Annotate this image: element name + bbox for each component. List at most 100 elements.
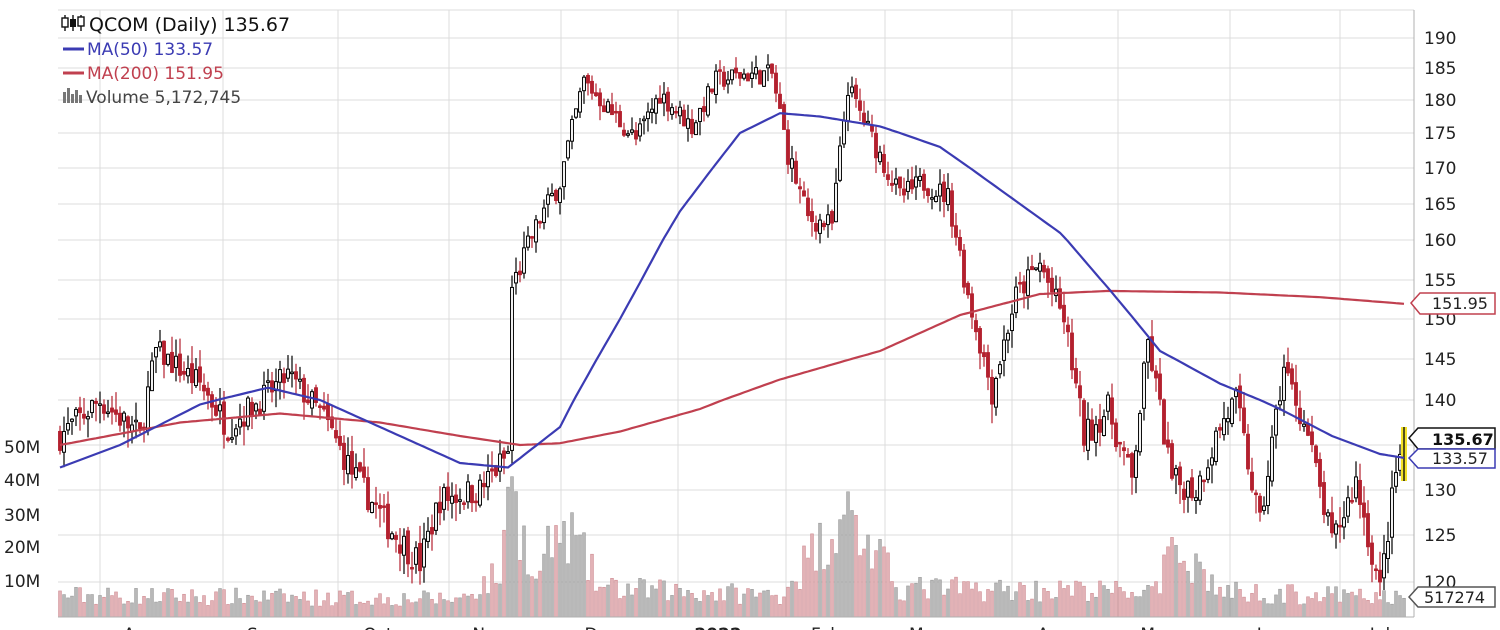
candle-body (834, 182, 838, 223)
volume-bar (1006, 585, 1010, 618)
volume-bar (518, 560, 522, 618)
candle-body (602, 105, 606, 113)
candlestick-icon (61, 15, 85, 31)
candle-body (154, 346, 158, 358)
candle-body (350, 451, 354, 475)
volume-bar (1010, 600, 1014, 618)
volume-bar (794, 581, 798, 618)
candle-body (1086, 418, 1090, 451)
volume-bar (1030, 598, 1034, 618)
candle-body (218, 404, 222, 412)
volume-bar (270, 593, 274, 618)
legend-ma50-label: MA(50) 133.57 (87, 40, 213, 60)
volume-bar (1298, 604, 1302, 618)
candle-body (1174, 468, 1178, 476)
candle-body (386, 503, 390, 540)
candle-body (66, 422, 70, 431)
candle-body (1114, 422, 1118, 448)
candle-body (146, 386, 150, 432)
volume-bar (330, 605, 334, 618)
candle-body (618, 111, 622, 128)
volume-bar (1070, 595, 1074, 618)
volume-bar (234, 587, 238, 618)
volume-bar (554, 525, 558, 618)
volume-bar (134, 588, 138, 618)
volume-tag-label: 517274 (1424, 588, 1485, 607)
candle-body (938, 183, 942, 197)
volume-bars (58, 476, 1406, 618)
price-tick-label: 155 (1424, 271, 1456, 291)
volume-bar (1142, 589, 1146, 618)
candle-body (1026, 269, 1030, 296)
candle-body (194, 369, 198, 387)
volume-bar (778, 604, 782, 618)
volume-bar (170, 589, 174, 618)
date-tick-label: Sep (247, 625, 279, 630)
volume-bar (1158, 593, 1162, 618)
ma50-tag-label: 133.57 (1432, 449, 1488, 468)
candle-body (750, 72, 754, 79)
price-tick-label: 130 (1424, 481, 1456, 501)
volume-bar (278, 588, 282, 618)
candle-body (126, 416, 130, 429)
candle-body (466, 481, 470, 503)
candle-body (62, 430, 66, 453)
volume-bar (822, 569, 826, 618)
volume-bar (1342, 589, 1346, 618)
volume-bar (1058, 580, 1062, 618)
volume-bar (1130, 592, 1134, 618)
candle-body (1390, 487, 1394, 538)
volume-bar (1118, 587, 1122, 618)
candle-body (690, 118, 694, 135)
candle-body (958, 237, 962, 251)
candle-body (694, 122, 698, 136)
candle-body (838, 145, 842, 181)
volume-bar (142, 596, 146, 618)
volume-bar (998, 579, 1002, 618)
volume-bar (198, 602, 202, 618)
volume-bar (906, 585, 910, 618)
volume-bar (814, 570, 818, 618)
volume-bar (1390, 603, 1394, 618)
volume-bar (66, 597, 70, 618)
price-tick-label: 150 (1424, 310, 1456, 330)
candle-body (234, 428, 238, 437)
volume-bar (1326, 586, 1330, 618)
price-tick-label: 170 (1424, 159, 1456, 179)
volume-bar (750, 589, 754, 618)
volume-bar (878, 539, 882, 618)
candle-body (1158, 373, 1162, 400)
candle-body (626, 133, 630, 136)
price-tick-label: 140 (1424, 391, 1456, 411)
candle-body (1154, 370, 1158, 379)
volume-bar (1198, 561, 1202, 618)
volume-bar (482, 576, 486, 618)
candle-body (58, 430, 62, 451)
candle-body (414, 547, 418, 565)
candle-body (290, 371, 294, 375)
candle-body (558, 188, 562, 203)
candle-body (966, 282, 970, 296)
volume-bar (378, 593, 382, 618)
volume-bar (182, 593, 186, 618)
candle-body (354, 467, 358, 479)
volume-bar (574, 535, 578, 618)
candle-body (878, 151, 882, 163)
candle-body (490, 468, 494, 472)
volume-bar (582, 532, 586, 618)
volume-bar (1090, 593, 1094, 618)
volume-bar (390, 605, 394, 618)
candle-body (1286, 362, 1290, 374)
candle-body (1118, 441, 1122, 445)
volume-tick-label: 40M (4, 471, 40, 491)
candle-body (90, 400, 94, 414)
candle-body (1210, 457, 1214, 466)
candle-body (1294, 382, 1298, 406)
volume-bar (702, 590, 706, 618)
volume-bar (858, 555, 862, 618)
volume-bar (646, 597, 650, 618)
candle-body (586, 74, 590, 84)
ma200-tag: 151.95 (1410, 292, 1496, 315)
volume-bar (498, 583, 502, 618)
volume-bar (926, 598, 930, 618)
